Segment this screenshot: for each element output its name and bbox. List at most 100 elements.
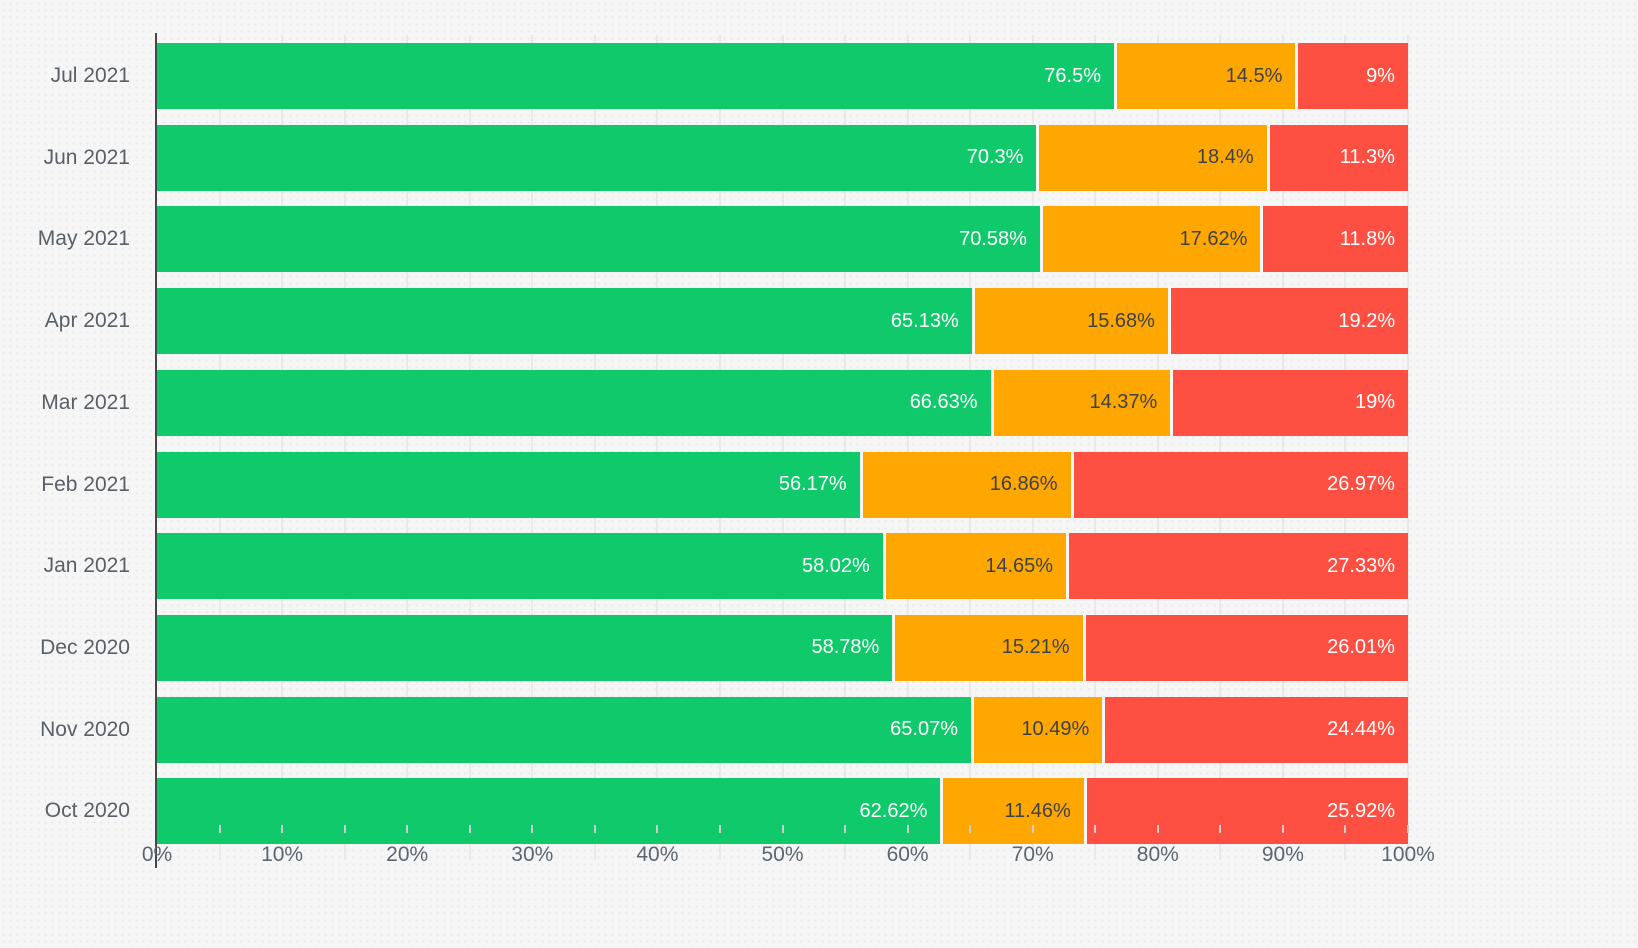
bar-row: 76.5% 14.5% 9% xyxy=(157,43,1408,109)
x-axis-tick xyxy=(531,825,534,833)
bar-row: 56.17% 16.86% 26.97% xyxy=(157,451,1408,518)
bar-segment-label: 70.58% xyxy=(959,227,1027,250)
plot-area: 76.5% 14.5% 9% 70.3% 18.4% 11.3% 70.58% 17.62% 1… xyxy=(157,35,1409,860)
bar-segment-green[interactable]: 65.13% xyxy=(157,288,972,355)
bar-segment-orange[interactable]: 15.68% xyxy=(971,288,1168,355)
bar-segment-green[interactable]: 70.58% xyxy=(157,206,1040,273)
bar-row: 66.63% 14.37% 19% xyxy=(157,369,1408,436)
x-axis-tick xyxy=(1094,825,1097,833)
bar-segment-red[interactable]: 19.2% xyxy=(1167,288,1409,355)
bar-segment-orange[interactable]: 15.21% xyxy=(892,614,1083,681)
grid-line xyxy=(844,35,847,860)
grid-line xyxy=(343,35,346,860)
bar-segment-red[interactable]: 26.01% xyxy=(1082,614,1408,681)
bar-row: 58.02% 14.65% 27.33% xyxy=(157,533,1408,600)
bar-segment-red[interactable]: 19% xyxy=(1170,369,1408,436)
x-tick-label: 80% xyxy=(1136,843,1179,866)
bar-segment-label: 14.37% xyxy=(1089,391,1158,414)
x-tick-label: 100% xyxy=(1381,843,1435,866)
bar-segment-label: 11.8% xyxy=(1339,227,1395,250)
bar-segment-green[interactable]: 58.02% xyxy=(157,533,883,600)
bar-segment-red[interactable]: 26.97% xyxy=(1070,451,1408,518)
bar-segment-label: 70.3% xyxy=(966,146,1024,169)
bar-segment-label: 15.21% xyxy=(1001,636,1070,659)
bar-segment-label: 65.07% xyxy=(890,718,959,741)
bar-segment-orange[interactable]: 14.5% xyxy=(1114,43,1296,109)
grid-line xyxy=(1219,35,1222,860)
bar-segment-label: 19% xyxy=(1354,391,1395,414)
grid-line xyxy=(1156,35,1159,860)
bar-segment-green[interactable]: 62.62% xyxy=(157,778,941,845)
bar-segment-orange[interactable]: 17.62% xyxy=(1039,206,1261,273)
grid-line xyxy=(406,35,409,860)
x-axis-tick xyxy=(1031,825,1034,833)
bar-row: 70.3% 18.4% 11.3% xyxy=(157,124,1408,191)
bar-segment-label: 11.3% xyxy=(1339,146,1395,169)
bar-segment-orange[interactable]: 18.4% xyxy=(1036,124,1267,191)
grid-line xyxy=(218,35,221,860)
y-axis-label: Dec 2020 xyxy=(40,635,130,659)
bar-segment-green[interactable]: 56.17% xyxy=(157,451,860,518)
x-axis-tick xyxy=(1156,825,1159,833)
bar-segment-orange[interactable]: 10.49% xyxy=(971,696,1103,763)
bar-row: 65.07% 10.49% 24.44% xyxy=(157,696,1408,763)
bar-row: 58.78% 15.21% 26.01% xyxy=(157,614,1408,681)
bar-segment-label: 76.5% xyxy=(1044,64,1101,87)
x-axis-tick xyxy=(781,825,784,833)
bar-segment-label: 24.44% xyxy=(1327,718,1395,741)
bar-segment-red[interactable]: 24.44% xyxy=(1102,696,1408,763)
x-tick-label: 0% xyxy=(141,843,173,866)
bar-segment-red[interactable]: 11.8% xyxy=(1260,206,1408,273)
bar-segment-label: 19.2% xyxy=(1338,309,1396,332)
grid-line xyxy=(281,35,284,860)
x-axis-tick xyxy=(218,825,221,833)
bar-segment-label: 27.33% xyxy=(1327,554,1395,577)
x-axis-tick xyxy=(468,825,471,833)
bar-segment-green[interactable]: 65.07% xyxy=(157,696,972,763)
bar-segment-green[interactable]: 66.63% xyxy=(157,369,991,436)
grid-line xyxy=(1281,35,1284,860)
y-axis-label: Nov 2020 xyxy=(40,717,130,741)
x-axis-tick xyxy=(1281,825,1284,833)
bar-segment-label: 25.92% xyxy=(1327,799,1395,822)
x-axis-tick xyxy=(718,825,721,833)
bar-segment-label: 66.63% xyxy=(909,391,978,414)
y-axis-label: Apr 2021 xyxy=(44,309,130,333)
x-tick-label: 70% xyxy=(1011,843,1054,866)
y-axis-label: Feb 2021 xyxy=(41,472,130,496)
bar-segment-label: 11.46% xyxy=(1004,799,1071,822)
bar-segment-label: 15.68% xyxy=(1087,309,1155,332)
bar-segment-orange[interactable]: 11.46% xyxy=(940,778,1084,845)
bar-segment-green[interactable]: 70.3% xyxy=(157,124,1037,191)
bar-segment-red[interactable]: 27.33% xyxy=(1066,533,1408,600)
bar-segment-orange[interactable]: 14.37% xyxy=(990,369,1171,436)
bar-segment-label: 26.97% xyxy=(1327,473,1395,495)
grid-line xyxy=(468,35,471,860)
bar-row: 65.13% 15.68% 19.2% xyxy=(157,288,1409,355)
bar-segment-orange[interactable]: 16.86% xyxy=(859,451,1071,518)
bar-segment-red[interactable]: 25.92% xyxy=(1083,778,1408,845)
bar-segment-green[interactable]: 76.5% xyxy=(157,43,1114,109)
bar-segment-label: 16.86% xyxy=(989,473,1058,495)
bar-segment-red[interactable]: 11.3% xyxy=(1266,124,1408,191)
x-axis-tick xyxy=(656,825,659,833)
bar-segment-green[interactable]: 58.78% xyxy=(157,614,893,681)
x-axis-tick xyxy=(969,825,972,833)
x-axis-tick xyxy=(1219,825,1222,833)
grid-line xyxy=(1094,35,1097,860)
bar-segment-label: 14.5% xyxy=(1225,64,1283,87)
x-tick-label: 60% xyxy=(886,843,929,866)
x-axis-tick xyxy=(1344,825,1347,833)
y-axis-label: Jan 2021 xyxy=(43,554,130,578)
bar-segment-label: 14.65% xyxy=(985,554,1054,577)
x-tick-label: 10% xyxy=(261,843,304,866)
grid-line xyxy=(531,35,534,860)
bar-segment-label: 9% xyxy=(1366,64,1395,87)
bar-segment-orange[interactable]: 14.65% xyxy=(882,533,1067,600)
bar-segment-label: 58.78% xyxy=(811,636,880,659)
x-axis-tick xyxy=(906,825,909,833)
grid-line xyxy=(593,35,596,860)
bar-segment-label: 58.02% xyxy=(801,554,870,577)
bar-segment-red[interactable]: 9% xyxy=(1295,43,1408,109)
x-axis-tick xyxy=(593,825,596,833)
